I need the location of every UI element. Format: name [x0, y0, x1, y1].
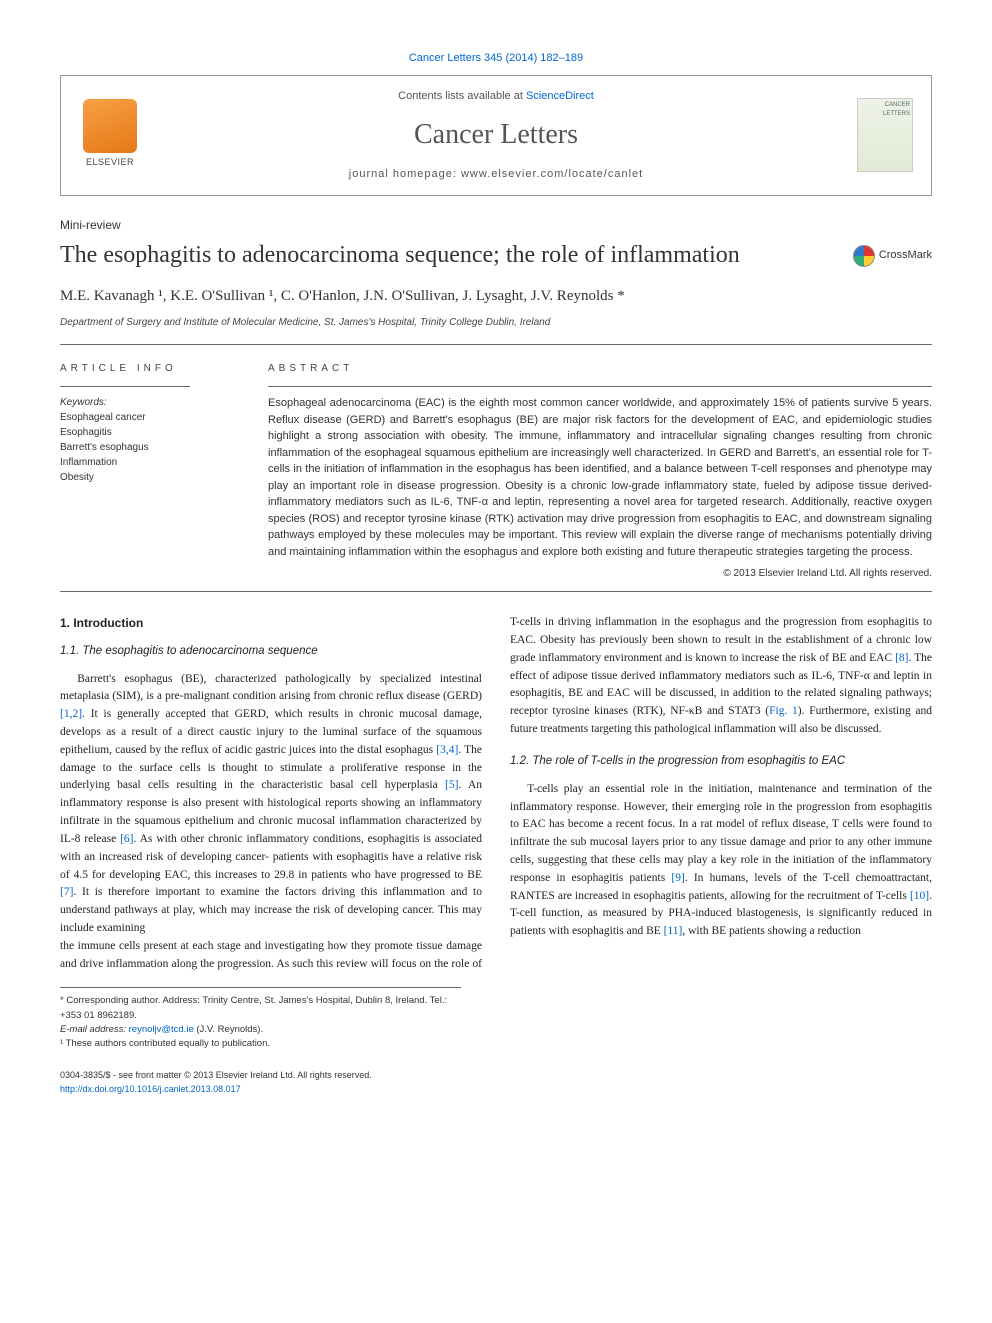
body-paragraph: T-cells play an essential role in the in… [510, 781, 932, 941]
keyword-item: Esophageal cancer [60, 410, 240, 425]
keywords-list: Esophageal cancerEsophagitisBarrett's es… [60, 410, 240, 485]
homepage-url: www.elsevier.com/locate/canlet [461, 168, 643, 180]
elsevier-tree-icon [83, 99, 137, 153]
abstract-label: ABSTRACT [268, 361, 932, 376]
authors-line: M.E. Kavanagh ¹, K.E. O'Sullivan ¹, C. O… [60, 285, 932, 308]
sciencedirect-link[interactable]: ScienceDirect [526, 90, 594, 102]
equal-contribution-note: ¹ These authors contributed equally to p… [60, 1037, 461, 1051]
divider-top [60, 344, 932, 345]
email-label: E-mail address: [60, 1024, 129, 1035]
body-paragraph: Barrett's esophagus (BE), characterized … [60, 671, 482, 938]
affiliation: Department of Surgery and Institute of M… [60, 315, 932, 330]
elsevier-logo: ELSEVIER [79, 99, 141, 171]
article-info-label: ARTICLE INFO [60, 361, 240, 376]
journal-cover-thumbnail: CANCER LETTERS [857, 98, 913, 172]
journal-homepage-line: journal homepage: www.elsevier.com/locat… [81, 166, 911, 183]
article-title: The esophagitis to adenocarcinoma sequen… [60, 240, 932, 271]
citation-header: Cancer Letters 345 (2014) 182–189 [60, 50, 932, 67]
keyword-item: Inflammation [60, 455, 240, 470]
homepage-prefix: journal homepage: [349, 168, 461, 180]
journal-title: Cancer Letters [81, 114, 911, 156]
divider-mid [60, 591, 932, 592]
contents-prefix: Contents lists available at [398, 90, 526, 102]
article-type: Mini-review [60, 216, 932, 234]
article-body: 1. Introduction 1.1. The esophagitis to … [60, 614, 932, 973]
crossmark-label: CrossMark [879, 247, 932, 264]
email-person: (J.V. Reynolds). [194, 1024, 263, 1035]
section-1-1-heading: 1.1. The esophagitis to adenocarcinoma s… [60, 643, 482, 661]
contents-available-line: Contents lists available at ScienceDirec… [81, 88, 911, 105]
page-footer: 0304-3835/$ - see front matter © 2013 El… [60, 1069, 932, 1096]
abstract-text: Esophageal adenocarcinoma (EAC) is the e… [268, 395, 932, 560]
keyword-item: Obesity [60, 470, 240, 485]
section-1-2-heading: 1.2. The role of T-cells in the progress… [510, 753, 932, 771]
footnotes: * Corresponding author. Address: Trinity… [60, 987, 461, 1051]
doi-link[interactable]: http://dx.doi.org/10.1016/j.canlet.2013.… [60, 1084, 241, 1094]
abstract-divider [268, 386, 932, 387]
article-info-column: ARTICLE INFO Keywords: Esophageal cancer… [60, 361, 240, 581]
email-line: E-mail address: reynoljv@tcd.ie (J.V. Re… [60, 1023, 461, 1037]
corresponding-author-note: * Corresponding author. Address: Trinity… [60, 994, 461, 1023]
keyword-item: Barrett's esophagus [60, 440, 240, 455]
journal-header-box: ELSEVIER CANCER LETTERS Contents lists a… [60, 75, 932, 196]
keyword-item: Esophagitis [60, 425, 240, 440]
abstract-copyright: © 2013 Elsevier Ireland Ltd. All rights … [268, 566, 932, 581]
keywords-heading: Keywords: [60, 395, 240, 410]
crossmark-icon [853, 245, 875, 267]
abstract-column: ABSTRACT Esophageal adenocarcinoma (EAC)… [268, 361, 932, 581]
front-matter-line: 0304-3835/$ - see front matter © 2013 El… [60, 1069, 932, 1083]
author-email-link[interactable]: reynoljv@tcd.ie [129, 1024, 194, 1035]
elsevier-label: ELSEVIER [79, 156, 141, 170]
crossmark-badge[interactable]: CrossMark [853, 245, 932, 267]
info-divider [60, 386, 190, 387]
section-1-heading: 1. Introduction [60, 614, 482, 633]
